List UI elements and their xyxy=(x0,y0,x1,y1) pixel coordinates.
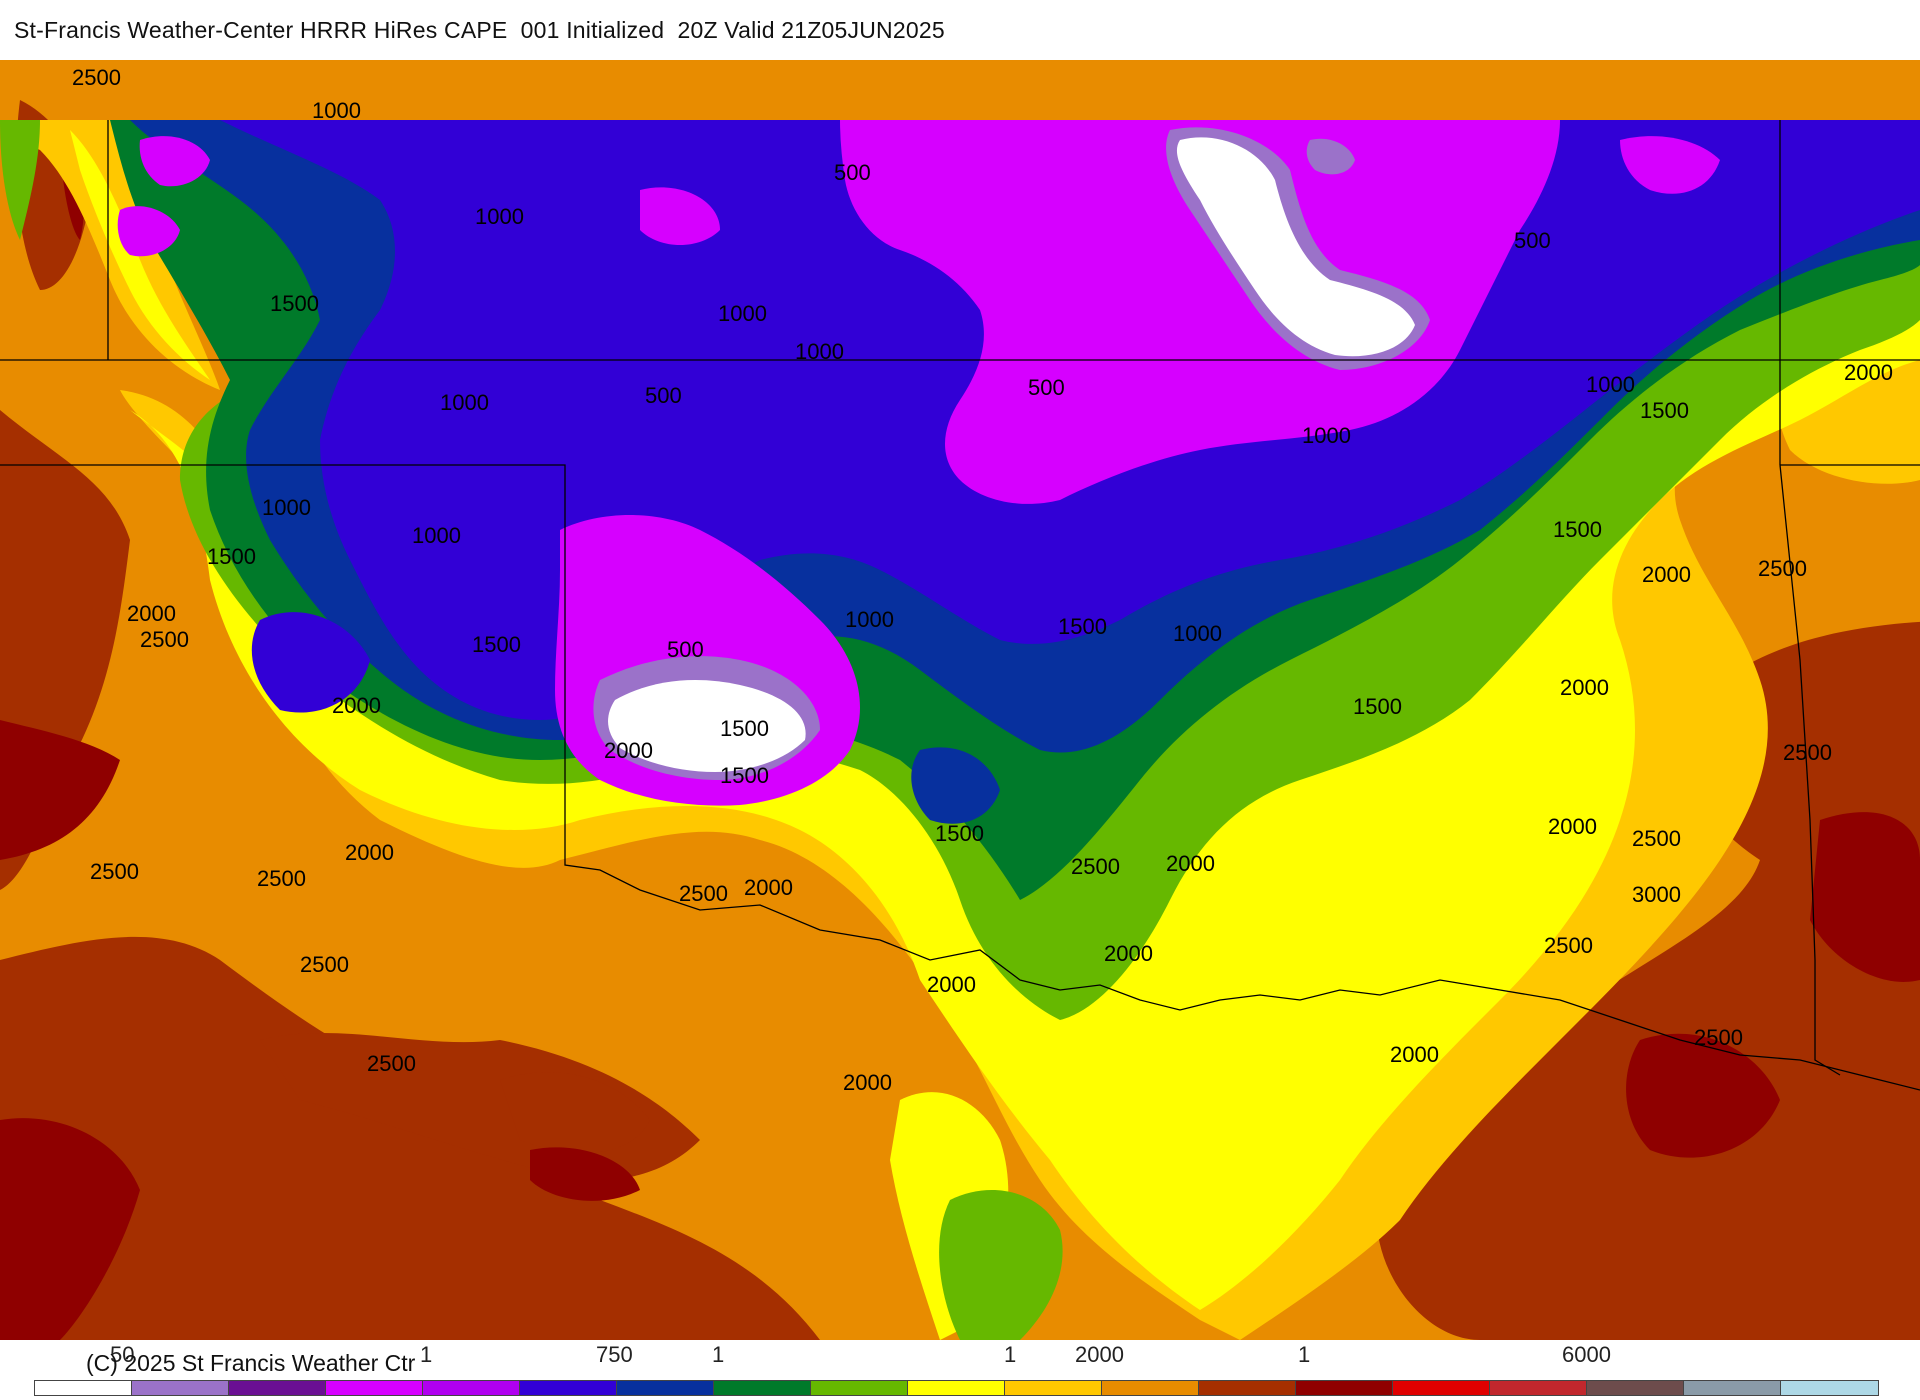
contour-label: 1000 xyxy=(845,607,894,632)
contour-label: 500 xyxy=(645,383,682,408)
contour-label: 2500 xyxy=(1758,556,1807,581)
contour-label: 1000 xyxy=(312,98,361,123)
title-bar: St-Francis Weather-Center HRRR HiRes CAP… xyxy=(0,0,1920,60)
contour-label: 2500 xyxy=(1544,933,1593,958)
colorbar-tick-label: 1 xyxy=(712,1342,725,1367)
map-title: St-Francis Weather-Center HRRR HiRes CAP… xyxy=(14,17,945,43)
contour-label: 1500 xyxy=(935,821,984,846)
contour-label: 1000 xyxy=(1302,423,1351,448)
contour-label: 1500 xyxy=(1640,398,1689,423)
colorbar-swatch xyxy=(1490,1381,1587,1395)
contour-label: 1000 xyxy=(412,523,461,548)
contour-label: 2000 xyxy=(1548,814,1597,839)
contour-label: 1500 xyxy=(1353,694,1402,719)
contour-label: 2000 xyxy=(604,738,653,763)
colorbar-swatch xyxy=(1393,1381,1490,1395)
contour-label: 1500 xyxy=(720,716,769,741)
contour-label: 1000 xyxy=(795,339,844,364)
colorbar-tick-label: 2000 xyxy=(1075,1342,1124,1367)
contour-label: 1500 xyxy=(270,291,319,316)
contour-label: 2000 xyxy=(843,1070,892,1095)
contour-label: 2000 xyxy=(1104,941,1153,966)
colorbar-swatch xyxy=(617,1381,714,1395)
contour-label: 1000 xyxy=(475,204,524,229)
copyright-text: (C) 2025 St Francis Weather Ctr xyxy=(86,1350,416,1376)
contour-label: 2500 xyxy=(90,859,139,884)
contour-label: 2000 xyxy=(332,693,381,718)
colorbar-swatch xyxy=(1005,1381,1102,1395)
contour-labels: 2500 1000 500 1000 1500 1000 1000 500 50… xyxy=(72,65,1893,1095)
contour-label: 1000 xyxy=(440,390,489,415)
contour-label: 1500 xyxy=(472,632,521,657)
state-boundaries xyxy=(0,120,1920,1091)
colorbar-tick-label: 1 xyxy=(1004,1342,1017,1367)
contour-label: 2500 xyxy=(1783,740,1832,765)
contour-label: 2500 xyxy=(257,866,306,891)
contour-label: 1500 xyxy=(1058,614,1107,639)
contour-label: 1000 xyxy=(1586,372,1635,397)
colorbar xyxy=(34,1380,1879,1396)
contour-label: 500 xyxy=(667,637,704,662)
cape-fill-brown xyxy=(0,100,1920,1340)
colorbar-swatch xyxy=(326,1381,423,1395)
colorbar-swatch xyxy=(1102,1381,1199,1395)
colorbar-swatch xyxy=(1684,1381,1781,1395)
contour-label: 2500 xyxy=(679,881,728,906)
colorbar-swatch xyxy=(1781,1381,1878,1395)
contour-label: 500 xyxy=(834,160,871,185)
contour-label: 2000 xyxy=(345,840,394,865)
colorbar-swatch xyxy=(229,1381,326,1395)
cape-map-canvas: 2500 1000 500 1000 1500 1000 1000 500 50… xyxy=(0,60,1920,1340)
contour-label: 2000 xyxy=(744,875,793,900)
colorbar-swatch xyxy=(35,1381,132,1395)
contour-label: 2500 xyxy=(72,65,121,90)
contour-label: 2000 xyxy=(127,601,176,626)
cape-map: 2500 1000 500 1000 1500 1000 1000 500 50… xyxy=(0,60,1920,1340)
contour-label: 2500 xyxy=(1071,854,1120,879)
contour-label: 1500 xyxy=(720,763,769,788)
contour-label: 2500 xyxy=(1632,826,1681,851)
legend: 50 1 750 1 1 2000 1 6000 (C) 2025 St Fra… xyxy=(0,1340,1920,1400)
contour-label: 500 xyxy=(1028,375,1065,400)
colorbar-swatch xyxy=(908,1381,1005,1395)
contour-label: 1500 xyxy=(207,544,256,569)
contour-label: 2500 xyxy=(140,627,189,652)
cape-fill-white xyxy=(608,137,1415,772)
colorbar-tick-label: 6000 xyxy=(1562,1342,1611,1367)
colorbar-tick-label: 1 xyxy=(420,1342,433,1367)
colorbar-swatch xyxy=(423,1381,520,1395)
contour-label: 1000 xyxy=(1173,621,1222,646)
colorbar-swatch xyxy=(1296,1381,1393,1395)
colorbar-tick-label: 750 xyxy=(596,1342,633,1367)
contour-label: 1000 xyxy=(262,495,311,520)
contour-label: 1000 xyxy=(718,301,767,326)
colorbar-swatch xyxy=(1587,1381,1684,1395)
contour-label: 2000 xyxy=(1560,675,1609,700)
contour-label: 2500 xyxy=(300,952,349,977)
contour-label: 2000 xyxy=(1166,851,1215,876)
colorbar-swatch xyxy=(520,1381,617,1395)
colorbar-swatch xyxy=(714,1381,811,1395)
contour-label: 2500 xyxy=(1694,1025,1743,1050)
contour-label: 2000 xyxy=(927,972,976,997)
colorbar-swatch xyxy=(811,1381,908,1395)
contour-label: 2000 xyxy=(1844,360,1893,385)
contour-label: 3000 xyxy=(1632,882,1681,907)
contour-label: 2000 xyxy=(1390,1042,1439,1067)
colorbar-swatch xyxy=(1199,1381,1296,1395)
colorbar-tick-label: 1 xyxy=(1298,1342,1311,1367)
contour-label: 1500 xyxy=(1553,517,1602,542)
colorbar-swatch xyxy=(132,1381,229,1395)
contour-label: 500 xyxy=(1514,228,1551,253)
contour-label: 2000 xyxy=(1642,562,1691,587)
colorbar-tick-label: 50 xyxy=(110,1342,135,1367)
contour-label: 2500 xyxy=(367,1051,416,1076)
